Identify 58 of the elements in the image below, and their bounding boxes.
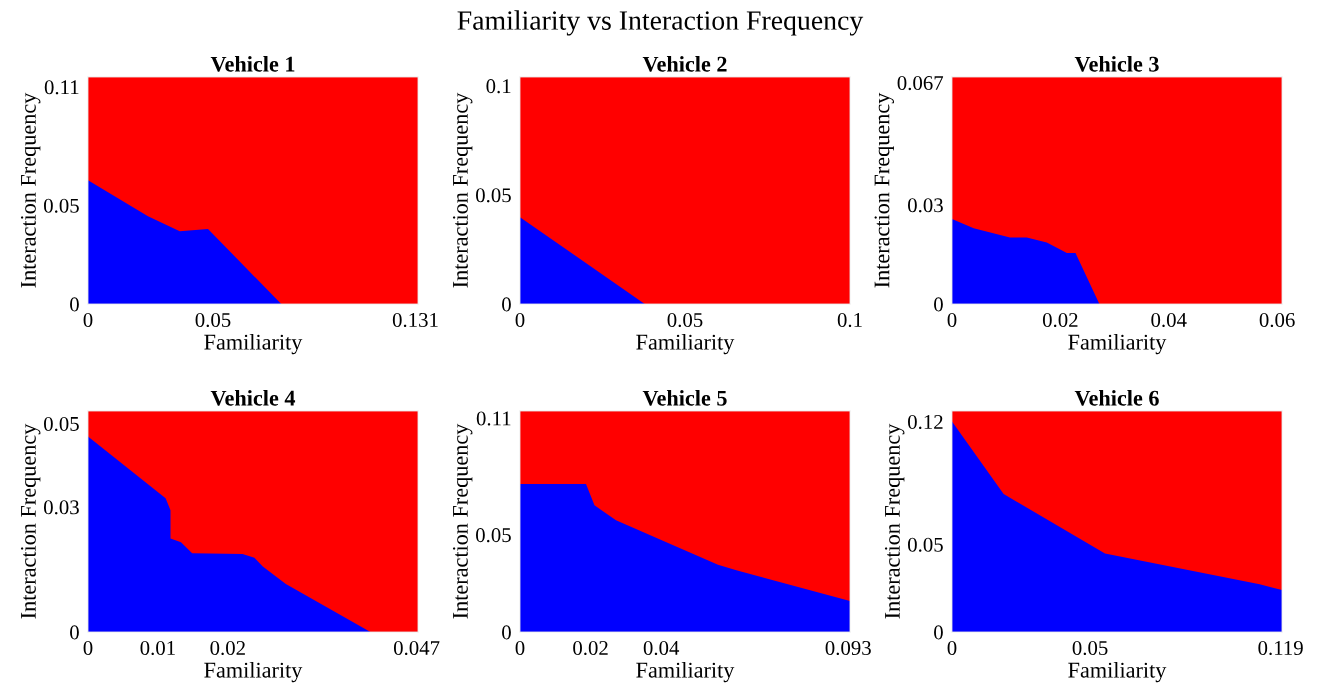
y-tick-label: 0.05	[476, 188, 511, 203]
y-tick-label: 0.03	[908, 198, 943, 213]
x-tick-label: 0.02	[573, 640, 608, 656]
y-tick-label: 0.05	[476, 528, 511, 543]
x-axis-title: Familiarity	[636, 662, 735, 683]
x-axis-title: Familiarity	[204, 662, 303, 683]
y-axis-title: Interaction Frequency	[452, 423, 473, 619]
y-axis-title: Interaction Frequency	[20, 92, 41, 288]
x-tick-label: 0.119	[1258, 640, 1303, 656]
y-tick-label: 0.03	[44, 500, 79, 515]
y-tick-label: 0	[70, 625, 79, 640]
x-axis-title: Familiarity	[1068, 662, 1167, 683]
y-tick-label: 0	[70, 297, 79, 312]
chart-title: Vehicle 6	[1074, 390, 1159, 406]
chart-title: Vehicle 1	[210, 56, 295, 72]
y-tick-label: 0	[934, 625, 943, 640]
chart-title: Vehicle 3	[1074, 56, 1159, 72]
y-tick-label: 0.12	[908, 414, 943, 430]
x-tick-label: 0	[515, 640, 525, 655]
y-tick-label: 0.11	[476, 411, 511, 426]
y-tick-label: 0	[502, 625, 511, 640]
x-tick-label: 0.05	[667, 312, 703, 328]
x-tick-label: 0	[515, 312, 525, 327]
y-tick-label: 0	[934, 297, 943, 312]
y-axis-title: Interaction Frequency	[20, 423, 41, 619]
x-tick-label: 0.131	[392, 312, 438, 328]
x-tick-label: 0.1	[837, 312, 862, 328]
x-tick-label: 0	[947, 640, 957, 655]
chart-title: Vehicle 5	[642, 390, 727, 406]
y-axis-title: Interaction Frequency	[884, 423, 905, 619]
x-tick-label: 0.02	[210, 640, 245, 656]
x-tick-label: 0.01	[140, 640, 175, 656]
y-tick-label: 0.05	[44, 198, 79, 213]
x-tick-label: 0.06	[1259, 312, 1295, 328]
x-axis-title: Familiarity	[636, 334, 735, 355]
text: Familiarity vs Interaction Frequency	[457, 10, 864, 36]
x-tick-label: 0	[947, 312, 957, 327]
x-tick-label: 0.05	[195, 312, 231, 328]
y-tick-label: 0.11	[44, 80, 79, 95]
x-axis-title: Familiarity	[1068, 334, 1167, 355]
y-axis-title: Interaction Frequency	[874, 92, 895, 288]
y-axis-title: Interaction Frequency	[452, 92, 473, 288]
chart-title: Vehicle 2	[642, 56, 727, 72]
x-tick-label: 0.05	[1072, 640, 1108, 656]
y-tick-label: 0	[502, 297, 511, 312]
x-tick-label: 0.093	[825, 640, 871, 656]
x-tick-label: 0	[83, 312, 93, 327]
x-axis-title: Familiarity	[204, 334, 303, 355]
x-tick-label: 0.047	[393, 640, 440, 656]
y-tick-label: 0.05	[908, 537, 943, 552]
x-tick-label: 0.04	[1151, 312, 1187, 328]
x-tick-label: 0.02	[1042, 312, 1078, 328]
y-tick-label: 0.067	[897, 75, 944, 91]
y-tick-label: 0.05	[44, 416, 79, 432]
x-tick-label: 0	[83, 640, 93, 655]
chart-title: Vehicle 4	[210, 390, 296, 406]
x-tick-label: 0.04	[643, 640, 680, 656]
y-tick-label: 0.1	[486, 79, 511, 94]
